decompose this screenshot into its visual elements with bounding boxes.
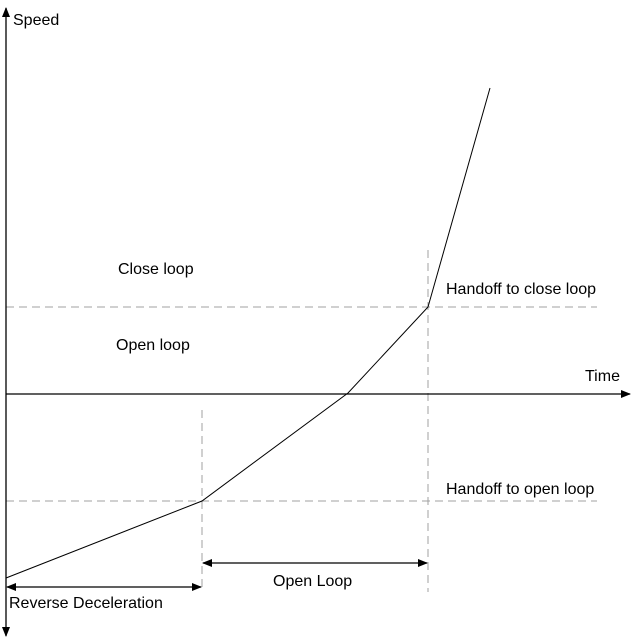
y-axis-label: Speed — [13, 12, 59, 29]
handoff-open-label: Handoff to open loop — [446, 481, 594, 498]
x-axis-label: Time — [585, 368, 620, 385]
reverse-deceleration-label: Reverse Deceleration — [9, 595, 163, 612]
close-loop-region-label: Close loop — [118, 261, 194, 278]
open-loop-region-label: Open loop — [116, 337, 190, 354]
speed-curve — [5, 87, 491, 579]
handoff-close-label: Handoff to close loop — [446, 281, 596, 298]
open-loop-interval-label: Open Loop — [273, 573, 352, 590]
